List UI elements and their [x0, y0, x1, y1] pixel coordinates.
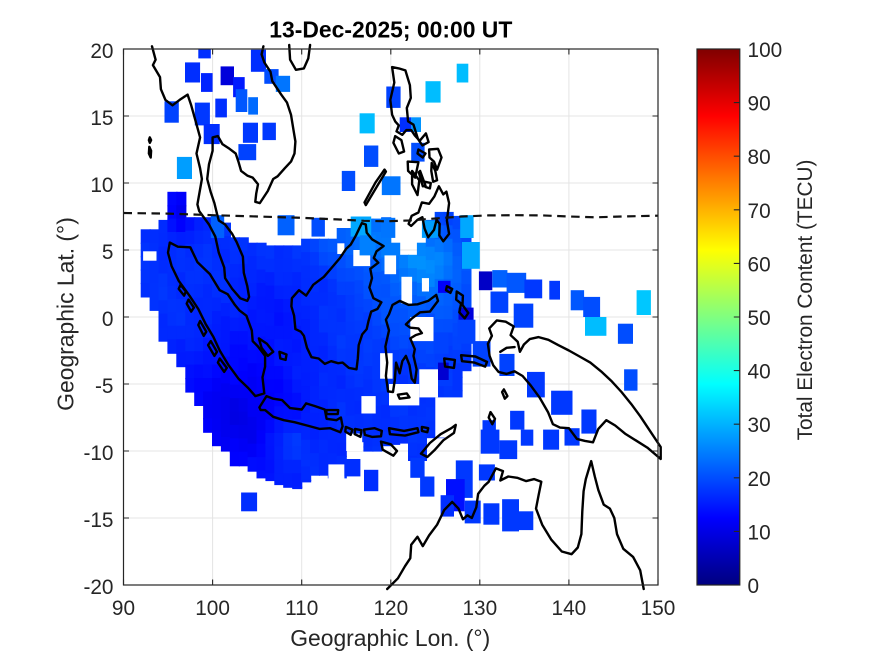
svg-text:0: 0	[102, 308, 114, 331]
svg-text:40: 40	[748, 361, 771, 384]
svg-text:Geographic Lon. (°): Geographic Lon. (°)	[290, 625, 490, 651]
svg-text:100: 100	[748, 39, 783, 62]
svg-text:70: 70	[748, 200, 771, 223]
svg-text:0: 0	[748, 575, 760, 598]
svg-text:140: 140	[552, 597, 587, 620]
svg-text:150: 150	[641, 597, 676, 620]
svg-text:-5: -5	[95, 375, 114, 398]
svg-text:15: 15	[90, 107, 113, 130]
svg-text:90: 90	[748, 93, 771, 116]
svg-text:5: 5	[102, 241, 114, 264]
svg-text:Geographic Lat. (°): Geographic Lat. (°)	[53, 217, 79, 411]
svg-text:10: 10	[90, 174, 113, 197]
svg-text:60: 60	[748, 253, 771, 276]
svg-text:90: 90	[112, 597, 135, 620]
svg-text:20: 20	[748, 468, 771, 491]
svg-text:-20: -20	[83, 576, 113, 599]
svg-text:50: 50	[748, 307, 771, 330]
svg-text:10: 10	[748, 521, 771, 544]
svg-text:110: 110	[285, 597, 318, 620]
svg-text:80: 80	[748, 146, 771, 169]
svg-text:30: 30	[748, 414, 771, 437]
svg-text:130: 130	[462, 597, 497, 620]
svg-text:120: 120	[373, 597, 408, 620]
svg-text:13-Dec-2025; 00:00 UT: 13-Dec-2025; 00:00 UT	[269, 17, 512, 43]
svg-text:20: 20	[90, 40, 113, 63]
svg-text:Total Electron Content (TECU): Total Electron Content (TECU)	[794, 160, 817, 441]
svg-text:-10: -10	[83, 442, 113, 465]
svg-text:-15: -15	[83, 509, 113, 532]
svg-text:100: 100	[195, 597, 230, 620]
